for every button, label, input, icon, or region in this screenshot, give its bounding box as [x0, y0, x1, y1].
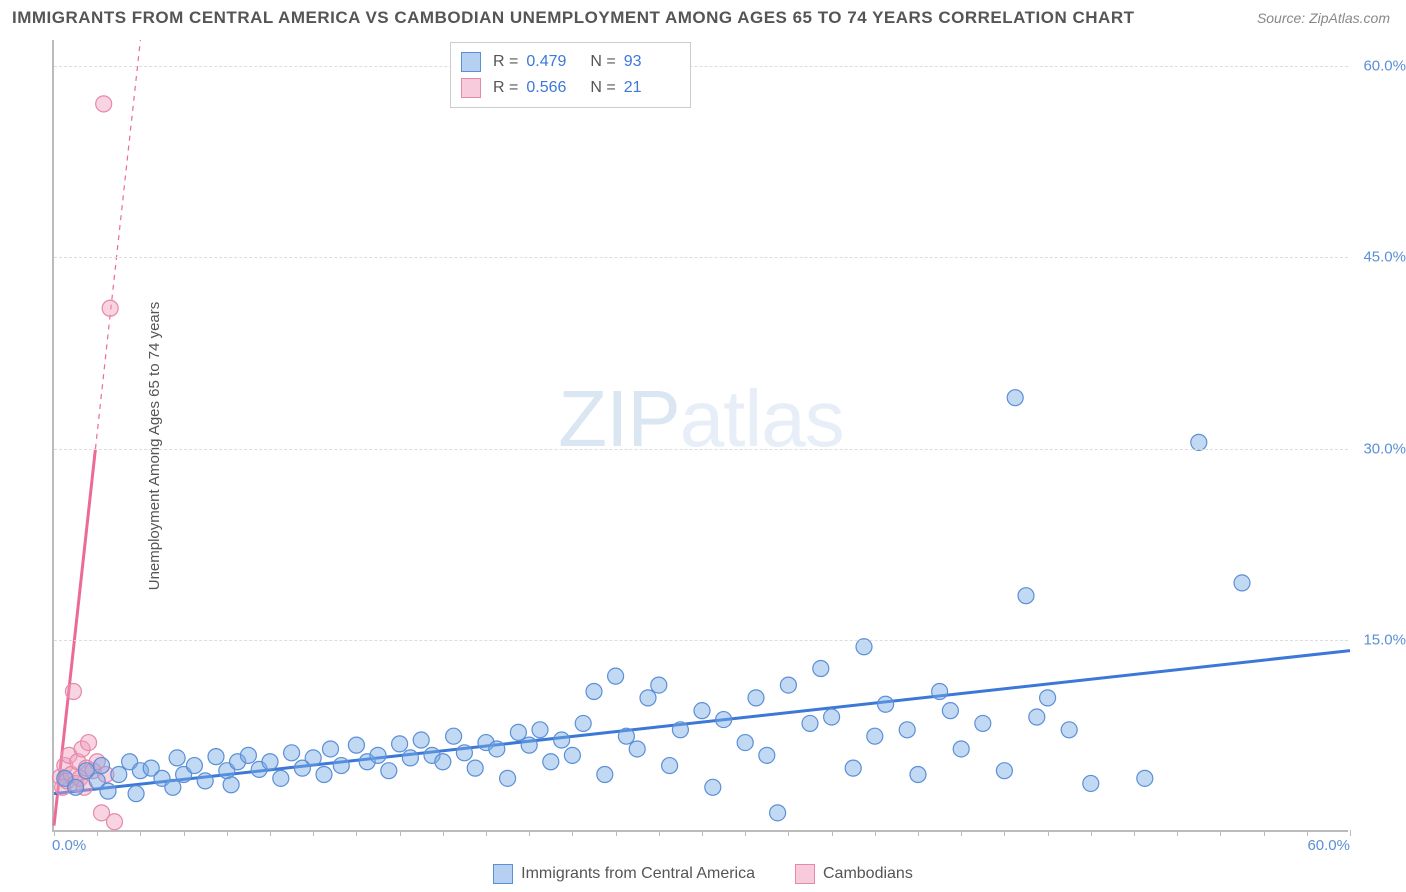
x-tick-mark [616, 830, 617, 836]
x-tick-mark [745, 830, 746, 836]
x-tick-mark [1048, 830, 1049, 836]
x-tick-mark [400, 830, 401, 836]
gridline [54, 257, 1348, 258]
correlation-legend: R = 0.479 N = 93 R = 0.566 N = 21 [450, 42, 691, 108]
x-tick-mark [270, 830, 271, 836]
legend-swatch-blue [461, 52, 481, 72]
x-tick-mark [97, 830, 98, 836]
x-tick-mark [443, 830, 444, 836]
legend-r-label: R = [493, 49, 518, 75]
x-tick-mark [788, 830, 789, 836]
x-tick-mark [356, 830, 357, 836]
legend-label: Immigrants from Central America [521, 865, 755, 883]
legend-item-pink: Cambodians [795, 864, 913, 884]
y-tick-label: 60.0% [1356, 57, 1406, 74]
x-tick-mark [1004, 830, 1005, 836]
x-tick-mark [918, 830, 919, 836]
x-tick-mark [54, 830, 55, 836]
source-value: ZipAtlas.com [1309, 10, 1390, 26]
x-tick-mark [1264, 830, 1265, 836]
legend-n-value: 21 [624, 75, 676, 101]
legend-row-blue: R = 0.479 N = 93 [461, 49, 676, 75]
x-tick-mark [1134, 830, 1135, 836]
legend-label: Cambodians [823, 865, 913, 883]
legend-n-label: N = [590, 75, 615, 101]
gridline [54, 66, 1348, 67]
chart-title: IMMIGRANTS FROM CENTRAL AMERICA VS CAMBO… [12, 8, 1135, 28]
source-label: Source: [1257, 10, 1305, 26]
x-tick-mark [486, 830, 487, 836]
x-tick-mark [1350, 830, 1351, 836]
y-tick-label: 45.0% [1356, 249, 1406, 266]
x-tick-mark [659, 830, 660, 836]
x-tick-mark [572, 830, 573, 836]
legend-n-value: 93 [624, 49, 676, 75]
legend-swatch-blue [493, 864, 513, 884]
chart-svg [54, 40, 1348, 830]
legend-swatch-pink [461, 78, 481, 98]
x-tick-mark [227, 830, 228, 836]
legend-item-blue: Immigrants from Central America [493, 864, 755, 884]
x-tick-mark [529, 830, 530, 836]
plot-area: ZIPatlas 0.0% 60.0% 15.0%30.0%45.0%60.0% [52, 40, 1348, 832]
legend-swatch-pink [795, 864, 815, 884]
x-tick-mark [875, 830, 876, 836]
x-tick-mark [1091, 830, 1092, 836]
x-axis-max-label: 60.0% [1307, 837, 1350, 854]
gridline [54, 640, 1348, 641]
x-tick-mark [140, 830, 141, 836]
y-tick-label: 15.0% [1356, 632, 1406, 649]
x-axis-min-label: 0.0% [52, 837, 86, 854]
x-tick-mark [1220, 830, 1221, 836]
legend-r-value: 0.479 [526, 49, 578, 75]
legend-n-label: N = [590, 49, 615, 75]
gridline [54, 449, 1348, 450]
x-tick-mark [961, 830, 962, 836]
series-legend: Immigrants from Central America Cambodia… [0, 864, 1406, 884]
source-credit: Source: ZipAtlas.com [1257, 10, 1390, 26]
x-tick-mark [313, 830, 314, 836]
legend-r-label: R = [493, 75, 518, 101]
legend-r-value: 0.566 [526, 75, 578, 101]
legend-row-pink: R = 0.566 N = 21 [461, 75, 676, 101]
x-tick-mark [1177, 830, 1178, 836]
x-tick-mark [702, 830, 703, 836]
y-tick-label: 30.0% [1356, 440, 1406, 457]
x-tick-mark [184, 830, 185, 836]
x-tick-mark [1307, 830, 1308, 836]
x-tick-mark [832, 830, 833, 836]
